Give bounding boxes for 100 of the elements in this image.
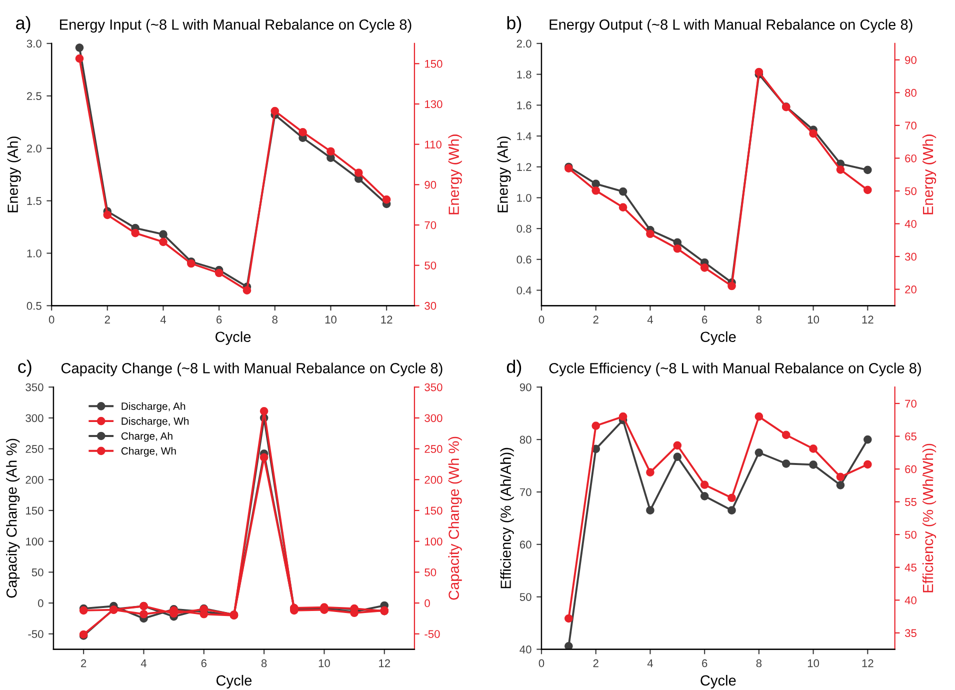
y2-tick-label: 30 <box>424 302 436 310</box>
y2-tick-label: 70 <box>424 221 436 230</box>
y2-tick-label: 35 <box>904 629 916 638</box>
y-tick-label: 1.0 <box>27 249 42 258</box>
x-tick-label: 8 <box>261 659 267 668</box>
y-tick-label: 70 <box>520 488 532 496</box>
y2-axis-title: Energy (Wh) <box>448 134 462 214</box>
y-tick-label: 50 <box>520 593 532 601</box>
chart-title: Energy Input (~8 L with Manual Rebalance on Cycle 8) <box>60 19 412 33</box>
y-axis-title: Energy (Ah) <box>7 136 21 212</box>
y2-tick-label: 130 <box>425 100 442 108</box>
chart-title: Capacity Change (~8 L with Manual Rebalance on Cycle 8) <box>61 362 442 376</box>
y2-tick-label: 110 <box>425 140 442 148</box>
y-axis-title: Energy (Ah) <box>497 136 511 212</box>
y-tick-label: 0 <box>38 599 44 608</box>
x-tick-label: 0 <box>538 659 544 668</box>
x-axis-title: Cycle <box>700 674 736 689</box>
y2-tick-label: 150 <box>425 506 442 515</box>
y2-tick-label: 70 <box>905 122 916 130</box>
y2-tick-label: 55 <box>905 498 916 506</box>
y-axis-title: Capacity Change (Ah %) <box>6 438 20 598</box>
x-tick-label: 2 <box>593 316 598 324</box>
y2-tick-label: 50 <box>905 530 916 539</box>
x-axis-title: Cycle <box>700 331 736 345</box>
x-tick-label: 12 <box>862 659 874 668</box>
y2-tick-label: 40 <box>904 596 916 604</box>
y-tick-label: 300 <box>26 414 44 422</box>
x-tick-label: 8 <box>756 316 762 324</box>
legend-label: Discharge, Ah <box>122 402 186 412</box>
x-tick-label: 10 <box>808 316 820 324</box>
x-tick-label: 2 <box>81 659 86 668</box>
x-tick-label: 6 <box>201 659 206 668</box>
y-tick-label: 60 <box>520 540 532 549</box>
y2-tick-label: 50 <box>905 187 916 196</box>
y-tick-label: 1.2 <box>517 163 532 171</box>
x-axis-title: Cycle <box>216 331 251 345</box>
y2-tick-label: 50 <box>424 262 436 270</box>
y-tick-label: 80 <box>520 436 532 444</box>
chart-title: Energy Output (~8 L with Manual Rebalance on Cycle 8) <box>550 19 912 33</box>
y-tick-label: 50 <box>32 568 44 576</box>
text: d) <box>506 360 522 377</box>
x-tick-label: 4 <box>140 659 146 668</box>
y-tick-label: 1.5 <box>27 197 42 205</box>
y2-tick-label: 300 <box>424 414 442 422</box>
y-axis-title: Efficiency (% (Ah/Ah)) <box>500 448 514 588</box>
y2-tick-label: 60 <box>905 465 916 474</box>
y2-tick-label: 65 <box>905 432 916 440</box>
y2-tick-label: -50 <box>424 630 440 638</box>
y-tick-label: 100 <box>26 538 44 546</box>
x-tick-label: 2 <box>104 316 110 324</box>
y-tick-label: 0.6 <box>516 256 532 264</box>
y2-tick-label: 20 <box>905 286 916 294</box>
x-tick-label: 8 <box>272 316 278 324</box>
y2-tick-label: 350 <box>424 383 442 392</box>
y-tick-label: 1.0 <box>517 194 532 202</box>
x-tick-label: 12 <box>379 659 390 668</box>
y-tick-label: 200 <box>26 476 44 484</box>
x-tick-label: 10 <box>318 659 330 668</box>
y-tick-label: 350 <box>26 383 44 392</box>
y2-tick-label: 0 <box>424 599 430 608</box>
x-tick-label: 10 <box>325 316 336 324</box>
x-tick-label: 8 <box>756 659 762 668</box>
chart-title: Cycle Efficiency (~8 L with Manual Rebalance on Cycle 8) <box>549 362 921 376</box>
y2-tick-label: 90 <box>905 56 916 64</box>
y-tick-label: 250 <box>26 445 44 453</box>
y-tick-label: 2.5 <box>26 92 42 100</box>
x-tick-label: 4 <box>647 316 653 324</box>
y2-tick-label: 50 <box>424 568 436 576</box>
y-tick-label: 90 <box>520 383 532 392</box>
y-tick-label: 2.0 <box>516 40 532 48</box>
x-tick-label: 0 <box>48 316 54 324</box>
y-tick-label: 150 <box>26 506 44 515</box>
x-axis-title: Cycle <box>216 674 252 689</box>
y2-tick-label: 45 <box>904 564 916 572</box>
y-tick-label: -50 <box>28 630 44 638</box>
y-tick-label: 3.0 <box>26 40 42 48</box>
y2-tick-label: 200 <box>424 476 442 484</box>
y-tick-label: 1.4 <box>517 132 532 140</box>
y-tick-label: 40 <box>520 646 532 654</box>
y2-tick-label: 40 <box>904 220 916 228</box>
x-tick-label: 12 <box>381 316 392 324</box>
y-tick-label: 1.6 <box>517 101 532 110</box>
legend-label: Discharge, Wh <box>122 417 189 427</box>
text: c) <box>18 360 32 377</box>
text: a) <box>16 16 30 33</box>
x-tick-label: 2 <box>593 659 598 668</box>
text: b) <box>507 16 522 33</box>
y2-tick-label: 60 <box>905 154 916 162</box>
y2-tick-label: 90 <box>424 180 436 189</box>
y-tick-label: 0.5 <box>26 302 42 310</box>
y-tick-label: 2.0 <box>26 144 42 152</box>
y2-tick-label: 80 <box>905 88 916 97</box>
x-tick-label: 6 <box>216 316 222 324</box>
x-tick-label: 4 <box>160 316 166 324</box>
y2-tick-label: 150 <box>425 60 442 68</box>
x-tick-label: 6 <box>702 316 708 324</box>
y2-axis-title: Efficiency (% (Wh/Wh)) <box>922 444 936 592</box>
y-tick-label: 1.8 <box>517 70 532 78</box>
x-tick-label: 10 <box>808 659 820 668</box>
y2-axis-title: Capacity Change (Wh %) <box>448 436 462 600</box>
